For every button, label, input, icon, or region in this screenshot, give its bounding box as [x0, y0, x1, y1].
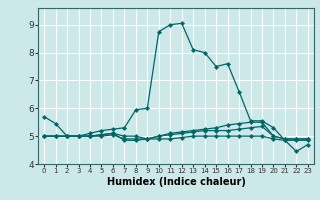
X-axis label: Humidex (Indice chaleur): Humidex (Indice chaleur)	[107, 177, 245, 187]
